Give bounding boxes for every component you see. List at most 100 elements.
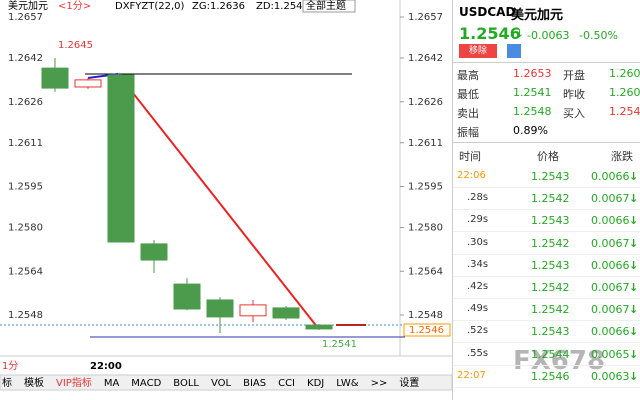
- chart: 美元加元 <1分> DXFYZT(22,0) ZG:1.2636 ZD:1.25…: [0, 0, 452, 391]
- remove-button[interactable]: 移除: [459, 44, 497, 58]
- last-box: [403, 323, 451, 337]
- stat-label: 昨收: [563, 88, 585, 101]
- theme[interactable]: 全部主题: [306, 0, 346, 12]
- y-tick-label: 1.2564: [408, 266, 443, 277]
- tick-time: 22:07: [457, 369, 486, 381]
- tab[interactable]: KDJ: [307, 378, 324, 389]
- column-header: 价格: [537, 150, 559, 163]
- tick-price: 1.2542: [531, 303, 570, 317]
- y-tick-label: 1.2580: [408, 223, 443, 234]
- period-label: 1分: [2, 360, 18, 372]
- row-divider: [453, 320, 640, 322]
- row-divider: [453, 209, 640, 211]
- stat-value: 1.2653: [513, 67, 552, 80]
- tick-arrow: ↓: [629, 236, 639, 250]
- tick-price: 1.2543: [531, 214, 570, 228]
- tab[interactable]: BIAS: [243, 378, 266, 389]
- tick-price: 1.2542: [531, 192, 570, 206]
- tick-price: 1.2544: [531, 347, 570, 361]
- row-divider: [453, 364, 640, 366]
- tabbar: [0, 374, 452, 391]
- candle-body: [41, 67, 69, 89]
- y-tick-label: 1.2657: [8, 12, 43, 23]
- tick-arrow: ↓: [629, 258, 639, 272]
- candle-body: [107, 74, 135, 243]
- tick-time: .42s: [467, 281, 489, 292]
- tab[interactable]: 设置: [399, 377, 419, 389]
- tab[interactable]: MA: [104, 378, 120, 389]
- y-tick-label: 1.2548: [408, 310, 443, 321]
- candle-body: [206, 299, 234, 318]
- tab[interactable]: VOL: [211, 378, 232, 389]
- candle-body: [272, 307, 300, 319]
- stat-label: 最高: [457, 69, 479, 82]
- tick-time: 22:06: [457, 170, 486, 181]
- y-tick-label: 1.2642: [8, 53, 43, 64]
- y-tick-label: 1.2626: [8, 97, 43, 108]
- time-label: 22:00: [90, 361, 122, 372]
- period[interactable]: <1分>: [58, 0, 91, 12]
- tick-arrow: ↓: [629, 369, 639, 383]
- theme-select[interactable]: [302, 0, 356, 13]
- stat-label: 卖出: [457, 107, 479, 120]
- stat-value: 0.89%: [513, 124, 548, 137]
- tab[interactable]: VIP指标: [56, 376, 92, 389]
- divider: [453, 142, 640, 143]
- row-divider: [453, 187, 640, 188]
- tick-price: 1.2546: [531, 369, 570, 383]
- y-tick-label: 1.2548: [8, 310, 43, 321]
- symbol: 美元加元: [8, 0, 48, 12]
- y-tick-label: 1.2642: [408, 53, 443, 64]
- zd: ZD:1.254: [256, 1, 303, 12]
- divider: [453, 62, 640, 63]
- tab[interactable]: LW&: [336, 378, 359, 389]
- tick-time: .34s: [467, 258, 489, 270]
- stat-value: 1.2609: [609, 86, 640, 99]
- tab[interactable]: 标: [2, 377, 12, 389]
- tick-price: 1.2542: [531, 281, 570, 294]
- tick-change: 0.0063: [591, 369, 630, 383]
- stat-value: 1.2546: [609, 105, 640, 118]
- tick-price: 1.2542: [531, 236, 570, 250]
- column-header: 涨跌: [611, 150, 633, 163]
- tick-time: .55s: [467, 347, 489, 359]
- trend-line: [117, 73, 319, 329]
- stat-value: 1.2548: [513, 105, 552, 118]
- tab[interactable]: >>: [371, 378, 388, 389]
- stat-label: 买入: [563, 107, 585, 120]
- toolbar-bg: [0, 0, 452, 10]
- tick-change: 0.0067: [591, 303, 630, 317]
- tick-change: 0.0066: [591, 258, 630, 272]
- name: 美元加元: [511, 8, 564, 23]
- tick-arrow: ↓: [629, 214, 639, 228]
- y-tick-label: 1.2580: [8, 223, 43, 234]
- row-divider: [453, 298, 640, 299]
- tick-time: .28s: [467, 192, 489, 204]
- tab[interactable]: MACD: [131, 378, 161, 389]
- tick-time: .52s: [467, 325, 489, 337]
- tab[interactable]: BOLL: [173, 378, 199, 389]
- tick-time: .49s: [467, 303, 489, 315]
- stat-label: 开盘: [563, 69, 585, 82]
- tick-price: 1.2543: [531, 170, 570, 183]
- candle-body: [239, 304, 267, 317]
- y-tick-label: 1.2595: [408, 182, 443, 193]
- price: 1.2546: [459, 24, 521, 43]
- tick-arrow: ↓: [629, 347, 639, 361]
- tab[interactable]: CCI: [278, 378, 295, 389]
- zg: ZG:1.2636: [192, 1, 245, 12]
- column-header: 时间: [459, 150, 481, 163]
- row-divider: [453, 253, 640, 255]
- watermark: FX678: [513, 346, 606, 376]
- quote-panel: USDCAD 美元加元 1.2546 ↓ -0.0063 -0.50% 移除 F…: [452, 0, 640, 400]
- last-label: 1.2546: [409, 325, 444, 336]
- low-label: 1.2541: [322, 339, 357, 350]
- tick-price: 1.2543: [531, 258, 570, 272]
- pct: -0.50%: [579, 29, 618, 42]
- remove-text[interactable]: 移除: [468, 46, 487, 56]
- alert-button[interactable]: [507, 44, 521, 58]
- tab[interactable]: 模板: [24, 376, 44, 389]
- tick-change: 0.0066: [591, 325, 630, 339]
- arrow: ↓: [515, 27, 525, 40]
